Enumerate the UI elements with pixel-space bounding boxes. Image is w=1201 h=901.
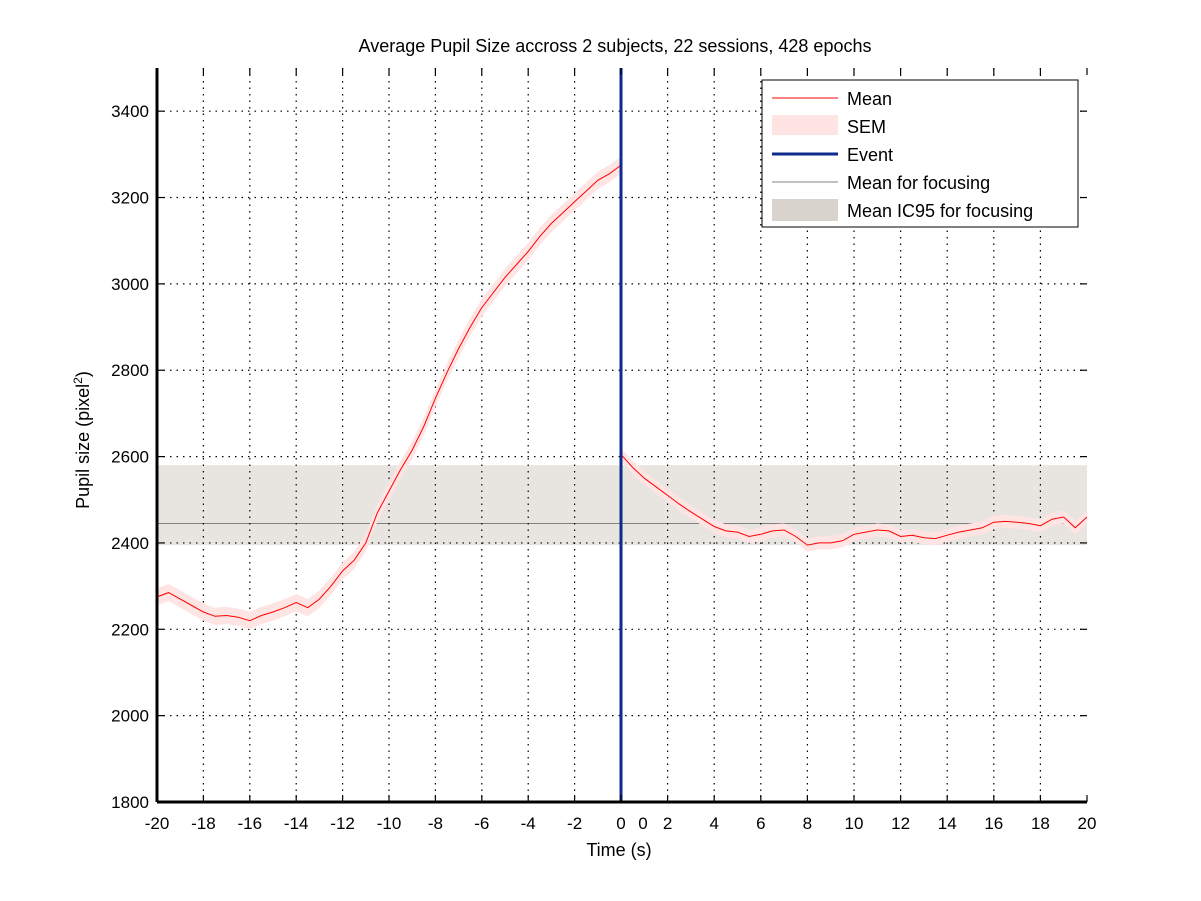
y-axis-label: Pupil size (pixel2) <box>71 371 93 509</box>
x-tick-label: -20 <box>145 814 170 833</box>
x-tick-label: 6 <box>756 814 765 833</box>
y-tick-label: 1800 <box>111 793 149 812</box>
x-tick-label: 16 <box>984 814 1003 833</box>
sem-band <box>157 156 621 630</box>
x-tick-label: -2 <box>567 814 582 833</box>
y-axis-label-superscript: 2 <box>71 377 85 384</box>
x-tick-label: -6 <box>474 814 489 833</box>
sem-band <box>621 448 1087 552</box>
x-tick-label: 4 <box>709 814 718 833</box>
x-tick-label: -10 <box>377 814 402 833</box>
y-tick-label: 3200 <box>111 189 149 208</box>
y-tick-label: 2000 <box>111 707 149 726</box>
x-tick-label: 0 <box>638 814 647 833</box>
chart-title: Average Pupil Size accross 2 subjects, 2… <box>359 36 872 56</box>
legend-label-event: Event <box>847 145 893 165</box>
legend-label-sem: SEM <box>847 117 886 137</box>
x-tick-label: 20 <box>1078 814 1097 833</box>
x-tick-label: -4 <box>521 814 536 833</box>
legend-label-focusing-mean: Mean for focusing <box>847 173 990 193</box>
x-tick-label: 14 <box>938 814 957 833</box>
y-tick-label: 3400 <box>111 102 149 121</box>
x-tick-label: 2 <box>663 814 672 833</box>
legend-swatch-sem <box>772 115 838 135</box>
x-tick-label: 0 <box>616 814 625 833</box>
x-tick-label: 8 <box>803 814 812 833</box>
x-tick-label: 10 <box>845 814 864 833</box>
mean-line <box>156 164 622 622</box>
x-tick-label: 12 <box>891 814 910 833</box>
legend-swatch-ic95 <box>772 199 838 221</box>
x-tick-label: -16 <box>238 814 263 833</box>
x-tick-label: -18 <box>191 814 216 833</box>
x-tick-label: 18 <box>1031 814 1050 833</box>
y-tick-label: 3000 <box>111 275 149 294</box>
y-axis-label-suffix: ) <box>73 371 93 377</box>
y-tick-label: 2200 <box>111 620 149 639</box>
legend-label-ic95: Mean IC95 for focusing <box>847 201 1033 221</box>
x-tick-label: -8 <box>428 814 443 833</box>
plot-layer: -20 -18 -16 -14 -12 -10 -8 -6 -4 -2 0 2 4 6 8 10 12 14 16 1… <box>111 68 1096 833</box>
x-axis-label: Time (s) <box>586 840 651 860</box>
legend: Mean SEM Event Mean for focusing Mean IC… <box>761 79 1079 228</box>
x-tick-label: -14 <box>284 814 309 833</box>
y-tick-label: 2400 <box>111 534 149 553</box>
mean-line <box>620 454 1088 546</box>
legend-label-mean: Mean <box>847 89 892 109</box>
y-tick-label: 2600 <box>111 448 149 467</box>
y-axis-label-text: Pupil size (pixel <box>73 384 93 509</box>
x-tick-label: -12 <box>330 814 355 833</box>
y-tick-label: 2800 <box>111 361 149 380</box>
